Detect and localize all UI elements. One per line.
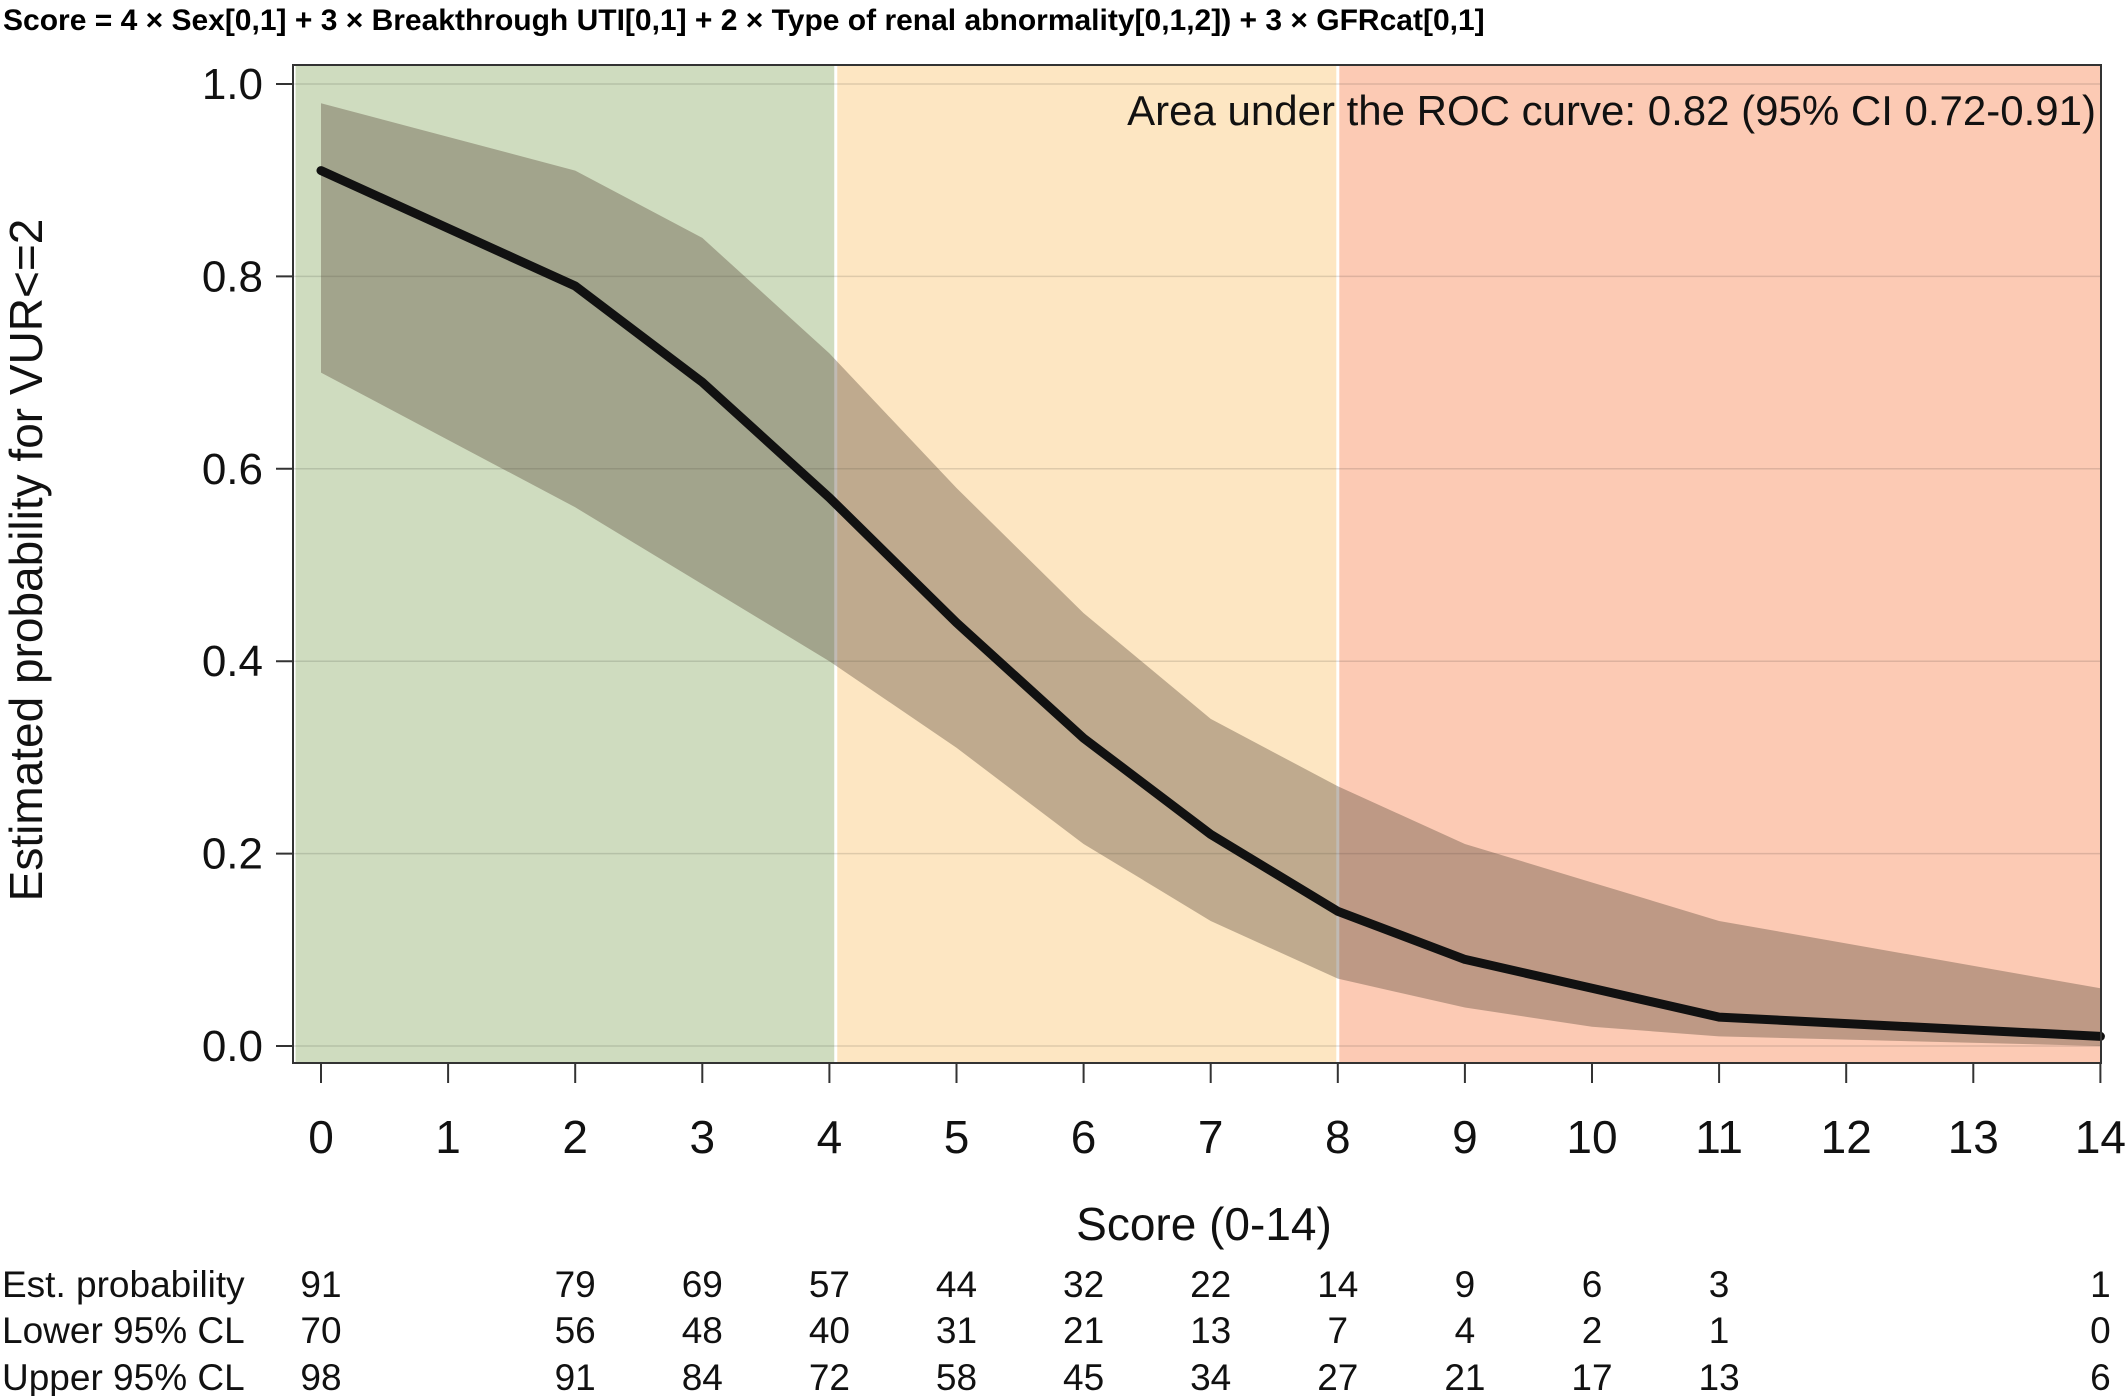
x-tick-label: 10 <box>1566 1111 1617 1163</box>
auc-annotation: Area under the ROC curve: 0.82 (95% CI 0… <box>1127 87 2096 134</box>
x-tick-label: 2 <box>562 1111 588 1163</box>
x-tick-label: 7 <box>1198 1111 1224 1163</box>
risk-zones <box>295 65 2101 1063</box>
table-cell: 6 <box>1582 1264 1603 1305</box>
table-row-label: Lower 95% CL <box>2 1310 245 1351</box>
table-cell: 22 <box>1190 1264 1231 1305</box>
table-cell: 34 <box>1190 1357 1231 1396</box>
table-cell: 48 <box>682 1310 723 1351</box>
confidence-band <box>321 103 2101 1047</box>
y-tick-label: 0.8 <box>202 252 263 301</box>
y-tick-label: 0.6 <box>202 445 263 494</box>
risk-zone-0 <box>295 65 836 1063</box>
table-cell: 17 <box>1571 1357 1612 1396</box>
x-tick-label: 11 <box>1695 1111 1743 1163</box>
table-cell: 7 <box>1328 1310 1349 1351</box>
table-cell: 13 <box>1190 1310 1231 1351</box>
table-cell: 1 <box>2090 1264 2111 1305</box>
x-tick-label: 5 <box>944 1111 970 1163</box>
table-cell: 69 <box>682 1264 723 1305</box>
table-cell: 72 <box>809 1357 850 1396</box>
table-cell: 2 <box>1582 1310 1603 1351</box>
x-tick-label: 3 <box>690 1111 716 1163</box>
table-cell: 40 <box>809 1310 850 1351</box>
x-axis: 0 1 2 3 4 5 6 7 8 9 10 11 12 13 14 <box>308 1063 2126 1163</box>
x-tick-label: 1 <box>435 1111 461 1163</box>
risk-zone-2 <box>1337 65 2101 1063</box>
probability-line <box>316 166 2105 1041</box>
table-cell: 91 <box>555 1357 596 1396</box>
table-cell: 0 <box>2090 1310 2111 1351</box>
x-tick-label: 14 <box>2075 1111 2126 1163</box>
table-cell: 14 <box>1317 1264 1358 1305</box>
x-tick-label: 6 <box>1071 1111 1097 1163</box>
x-tick-label: 4 <box>817 1111 843 1163</box>
plot-area <box>292 64 2105 1064</box>
risk-zone-1 <box>835 65 1338 1063</box>
plot-border <box>292 64 2102 1064</box>
x-axis-label: Score (0-14) <box>1076 1198 1332 1250</box>
gridlines <box>293 83 2101 1047</box>
formula-title: Score = 4 × Sex[0,1] + 3 × Breakthrough … <box>3 4 1485 37</box>
x-tick-label: 9 <box>1452 1111 1478 1163</box>
table-cell: 79 <box>555 1264 596 1305</box>
y-axis: 0.0 0.2 0.4 0.6 0.8 1.0 <box>202 60 293 1071</box>
table-cell: 21 <box>1444 1357 1485 1396</box>
table-cell: 58 <box>936 1357 977 1396</box>
table-cell: 98 <box>300 1357 341 1396</box>
table-cell: 45 <box>1063 1357 1104 1396</box>
table-cell: 3 <box>1709 1264 1730 1305</box>
table-cell: 21 <box>1063 1310 1104 1351</box>
table-cell: 32 <box>1063 1264 1104 1305</box>
x-tick-label: 13 <box>1948 1111 1999 1163</box>
y-tick-label: 0.0 <box>202 1022 263 1071</box>
table-cell: 1 <box>1709 1310 1730 1351</box>
y-tick-label: 0.2 <box>202 830 263 879</box>
table-row-label: Est. probability <box>2 1264 245 1305</box>
table-cell: 44 <box>936 1264 977 1305</box>
table-cell: 57 <box>809 1264 850 1305</box>
table-cell: 91 <box>300 1264 341 1305</box>
table-cell: 56 <box>555 1310 596 1351</box>
y-tick-label: 0.4 <box>202 637 263 686</box>
table-row-label: Upper 95% CL <box>2 1357 245 1396</box>
table-cell: 4 <box>1455 1310 1476 1351</box>
table-cell: 31 <box>936 1310 977 1351</box>
x-tick-label: 12 <box>1821 1111 1872 1163</box>
table-cell: 13 <box>1699 1357 1740 1396</box>
y-tick-label: 1.0 <box>202 60 263 109</box>
table-cell: 9 <box>1455 1264 1476 1305</box>
x-tick-label: 8 <box>1325 1111 1351 1163</box>
table-cell: 70 <box>300 1310 341 1351</box>
table-cell: 6 <box>2090 1357 2111 1396</box>
table-cell: 27 <box>1317 1357 1358 1396</box>
table-cell: 84 <box>682 1357 723 1396</box>
probability-table: Est. probability 91 79 69 57 44 32 22 14 9 6 3 1Lowe… <box>2 1264 2111 1396</box>
y-axis-label: Estimated probability for VUR<=2 <box>0 219 52 902</box>
x-tick-label: 0 <box>308 1111 334 1163</box>
